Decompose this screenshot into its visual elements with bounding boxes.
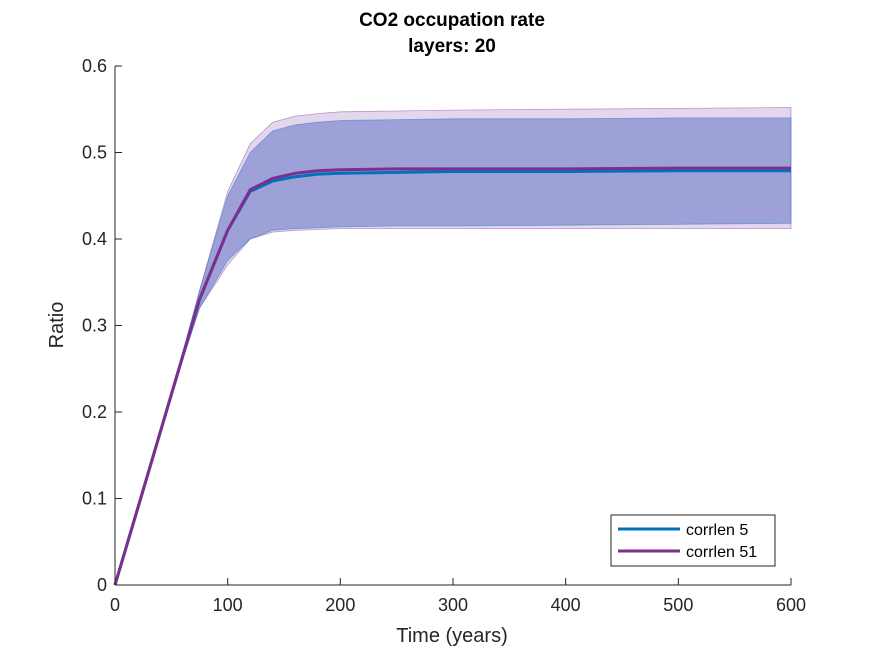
y-tick-label: 0 [97,575,107,595]
series-lines [113,166,791,586]
y-axis-label: Ratio [46,302,68,349]
y-tick-label: 0.4 [82,229,107,249]
x-ticks: 0 100 200 300 400 500 600 [110,578,806,615]
legend: corrlen 5 corrlen 51 [610,514,776,567]
x-tick-label: 100 [213,595,243,615]
x-tick-label: 600 [776,595,806,615]
x-tick-label: 400 [551,595,581,615]
legend-box [610,514,776,567]
y-tick-label: 0.1 [82,489,107,509]
y-tick-label: 0.2 [82,402,107,422]
chart-title: CO2 occupation rate [359,10,545,31]
y-tick-label: 0.3 [82,316,107,336]
line-corrlen-51 [113,166,791,586]
confidence-bands [114,107,792,586]
legend-label-corrlen-51: corrlen 51 [686,544,757,561]
y-ticks: 0 0.1 0.2 0.3 0.4 0.5 0.6 [82,56,122,595]
x-tick-label: 500 [663,595,693,615]
x-axis-label: Time (years) [396,625,507,647]
chart-subtitle: layers: 20 [408,36,496,57]
x-tick-label: 300 [438,595,468,615]
y-tick-label: 0.6 [82,56,107,76]
y-tick-label: 0.5 [82,143,107,163]
x-tick-label: 0 [110,595,120,615]
legend-label-corrlen-5: corrlen 5 [686,522,748,539]
x-tick-label: 200 [325,595,355,615]
